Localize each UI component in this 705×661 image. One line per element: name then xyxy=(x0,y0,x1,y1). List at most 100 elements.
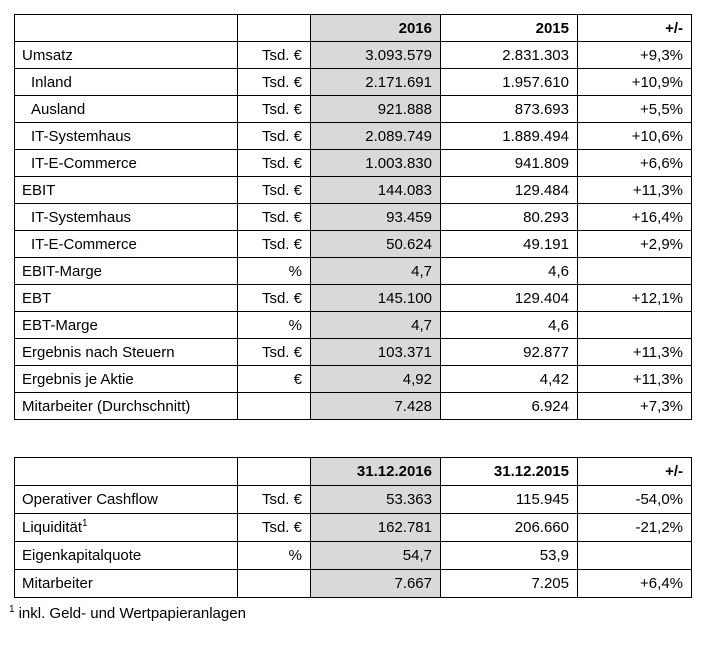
row-unit: Tsd. € xyxy=(237,513,311,542)
row-value-current: 2.089.749 xyxy=(310,122,441,150)
row-value-prior: 4,42 xyxy=(440,365,578,393)
row-value-prior: 6.924 xyxy=(440,392,578,420)
balance-header-date-2015: 31.12.2015 xyxy=(440,457,578,486)
annual-header-unit xyxy=(237,14,311,42)
row-value-delta: +6,6% xyxy=(577,149,692,177)
row-label: Eigenkapitalquote xyxy=(14,541,238,570)
row-value-delta: -54,0% xyxy=(577,485,692,514)
row-value-delta: +12,1% xyxy=(577,284,692,312)
row-value-current: 4,7 xyxy=(310,311,441,339)
table-row: Mitarbeiter 7.667 7.205 +6,4% xyxy=(14,569,692,598)
annual-header-row: 2016 2015 +/- xyxy=(14,14,692,42)
balance-header-unit xyxy=(237,457,311,486)
table-row: Ergebnis je Aktie € 4,92 4,42 +11,3% xyxy=(14,365,692,393)
row-value-current: 162.781 xyxy=(310,513,441,542)
row-value-current: 50.624 xyxy=(310,230,441,258)
row-value-delta: +9,3% xyxy=(577,41,692,69)
row-value-prior: 1.957.610 xyxy=(440,68,578,96)
row-value-prior: 129.484 xyxy=(440,176,578,204)
annual-header-delta: +/- xyxy=(577,14,692,42)
row-label: Umsatz xyxy=(14,41,238,69)
row-value-prior: 129.404 xyxy=(440,284,578,312)
row-unit xyxy=(237,569,311,598)
table-row: IT-Systemhaus Tsd. € 2.089.749 1.889.494… xyxy=(14,122,692,150)
row-value-current: 7.667 xyxy=(310,569,441,598)
footnote: 1 inkl. Geld- und Wertpapieranlagen xyxy=(9,604,705,623)
row-label: IT-E-Commerce xyxy=(14,149,238,177)
row-unit: Tsd. € xyxy=(237,176,311,204)
row-label: Liquidität1 xyxy=(14,513,238,542)
table-row: Ausland Tsd. € 921.888 873.693 +5,5% xyxy=(14,95,692,123)
row-value-prior: 80.293 xyxy=(440,203,578,231)
row-unit: Tsd. € xyxy=(237,284,311,312)
balance-header-delta: +/- xyxy=(577,457,692,486)
row-value-current: 7.428 xyxy=(310,392,441,420)
annual-header-year-2016: 2016 xyxy=(310,14,441,42)
row-value-delta xyxy=(577,257,692,285)
row-unit: Tsd. € xyxy=(237,338,311,366)
row-unit xyxy=(237,392,311,420)
row-value-delta: +10,9% xyxy=(577,68,692,96)
row-value-prior: 49.191 xyxy=(440,230,578,258)
table-row: Operativer Cashflow Tsd. € 53.363 115.94… xyxy=(14,485,692,514)
row-value-prior: 941.809 xyxy=(440,149,578,177)
row-unit: Tsd. € xyxy=(237,41,311,69)
annual-header-year-2015: 2015 xyxy=(440,14,578,42)
row-value-prior: 115.945 xyxy=(440,485,578,514)
row-label: IT-Systemhaus xyxy=(14,203,238,231)
row-value-current: 3.093.579 xyxy=(310,41,441,69)
row-value-prior: 873.693 xyxy=(440,95,578,123)
row-unit: Tsd. € xyxy=(237,485,311,514)
table-row: Liquidität1 Tsd. € 162.781 206.660 -21,2… xyxy=(14,513,692,542)
row-value-current: 54,7 xyxy=(310,541,441,570)
balance-header-date-2016: 31.12.2016 xyxy=(310,457,441,486)
row-value-prior: 4,6 xyxy=(440,257,578,285)
row-value-delta: +7,3% xyxy=(577,392,692,420)
table-row: IT-E-Commerce Tsd. € 50.624 49.191 +2,9% xyxy=(14,230,692,258)
row-value-current: 4,7 xyxy=(310,257,441,285)
row-value-delta xyxy=(577,311,692,339)
row-value-prior: 7.205 xyxy=(440,569,578,598)
row-value-delta: +11,3% xyxy=(577,365,692,393)
annual-header-label xyxy=(14,14,238,42)
table-row: EBT-Marge % 4,7 4,6 xyxy=(14,311,692,339)
table-row: IT-E-Commerce Tsd. € 1.003.830 941.809 +… xyxy=(14,149,692,177)
row-unit: Tsd. € xyxy=(237,95,311,123)
row-label: Ergebnis je Aktie xyxy=(14,365,238,393)
table-row: Eigenkapitalquote % 54,7 53,9 xyxy=(14,541,692,570)
row-value-current: 53.363 xyxy=(310,485,441,514)
table-row: EBT Tsd. € 145.100 129.404 +12,1% xyxy=(14,284,692,312)
row-label: Ausland xyxy=(14,95,238,123)
table-row: Inland Tsd. € 2.171.691 1.957.610 +10,9% xyxy=(14,68,692,96)
footnote-marker: 1 xyxy=(9,604,15,615)
table-row: IT-Systemhaus Tsd. € 93.459 80.293 +16,4… xyxy=(14,203,692,231)
row-value-delta: -21,2% xyxy=(577,513,692,542)
row-value-prior: 206.660 xyxy=(440,513,578,542)
row-unit: % xyxy=(237,257,311,285)
row-value-delta: +11,3% xyxy=(577,338,692,366)
row-label: Inland xyxy=(14,68,238,96)
row-value-prior: 4,6 xyxy=(440,311,578,339)
row-unit: % xyxy=(237,541,311,570)
balance-date-key-figures-table: 31.12.2016 31.12.2015 +/- Operativer Cas… xyxy=(14,457,692,598)
row-value-current: 144.083 xyxy=(310,176,441,204)
row-label: EBT xyxy=(14,284,238,312)
row-value-current: 4,92 xyxy=(310,365,441,393)
row-label: Mitarbeiter (Durchschnitt) xyxy=(14,392,238,420)
table-row: Ergebnis nach Steuern Tsd. € 103.371 92.… xyxy=(14,338,692,366)
row-value-current: 93.459 xyxy=(310,203,441,231)
row-label: EBIT-Marge xyxy=(14,257,238,285)
table-row: EBIT-Marge % 4,7 4,6 xyxy=(14,257,692,285)
row-label: IT-Systemhaus xyxy=(14,122,238,150)
row-label: IT-E-Commerce xyxy=(14,230,238,258)
row-value-prior: 1.889.494 xyxy=(440,122,578,150)
row-unit: € xyxy=(237,365,311,393)
table-row: Mitarbeiter (Durchschnitt) 7.428 6.924 +… xyxy=(14,392,692,420)
row-label: Mitarbeiter xyxy=(14,569,238,598)
table-row: EBIT Tsd. € 144.083 129.484 +11,3% xyxy=(14,176,692,204)
row-value-delta: +10,6% xyxy=(577,122,692,150)
row-value-delta: +11,3% xyxy=(577,176,692,204)
row-value-current: 145.100 xyxy=(310,284,441,312)
row-value-delta: +2,9% xyxy=(577,230,692,258)
row-value-prior: 2.831.303 xyxy=(440,41,578,69)
